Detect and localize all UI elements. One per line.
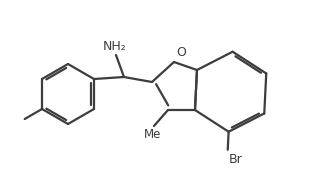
Text: Br: Br bbox=[229, 153, 242, 166]
Text: O: O bbox=[176, 46, 186, 59]
Text: NH₂: NH₂ bbox=[103, 40, 127, 53]
Text: Me: Me bbox=[144, 128, 162, 141]
